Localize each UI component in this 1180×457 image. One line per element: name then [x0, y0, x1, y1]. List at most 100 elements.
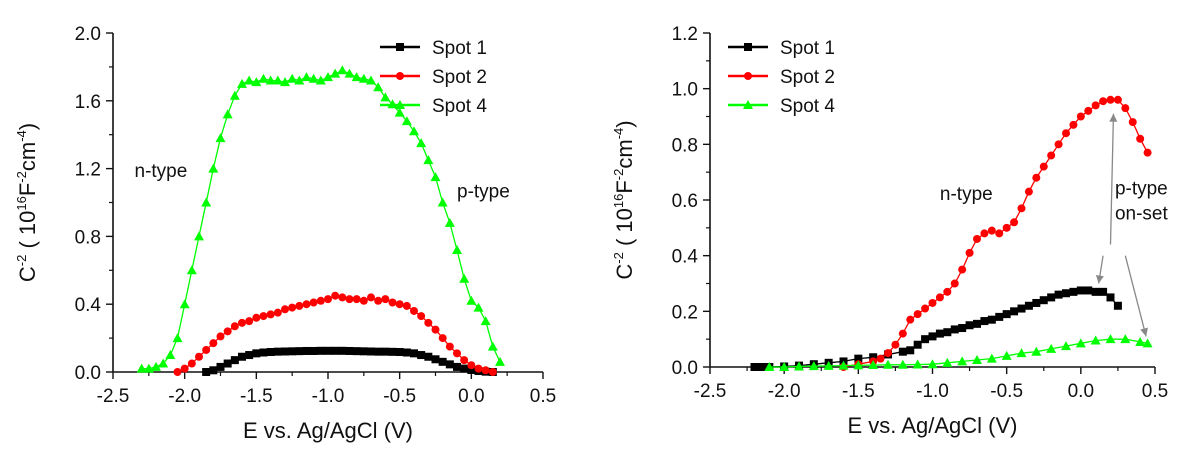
data-point — [424, 352, 433, 361]
data-point — [223, 359, 232, 368]
data-point — [388, 298, 397, 307]
data-point — [935, 293, 944, 302]
data-point — [883, 359, 893, 369]
data-point — [928, 332, 937, 341]
data-point — [367, 293, 375, 302]
data-point — [906, 346, 915, 355]
data-point — [252, 349, 261, 358]
y-axis-title-part: F — [612, 180, 637, 193]
y-axis-title-part: C — [612, 264, 637, 280]
data-point — [187, 359, 196, 368]
annotation: n-type — [135, 161, 188, 182]
data-point — [943, 287, 952, 296]
data-point — [272, 75, 283, 85]
data-point — [1106, 95, 1115, 104]
data-point — [324, 346, 332, 355]
data-point — [1113, 95, 1122, 104]
legend-marker — [744, 43, 752, 51]
legend-marker — [396, 43, 404, 51]
y-axis-title: C-2 ( 1016F-2cm-4) — [14, 123, 40, 282]
data-point — [1032, 298, 1041, 307]
data-point — [424, 318, 433, 327]
x-tick-label: 0.5 — [530, 386, 556, 407]
data-point — [380, 92, 391, 102]
data-point — [230, 322, 239, 331]
arrow-head — [1140, 327, 1148, 337]
data-point — [453, 349, 461, 358]
data-point — [995, 229, 1004, 238]
y-tick-label: 1.6 — [75, 92, 101, 113]
data-point — [935, 329, 944, 338]
data-point — [913, 340, 922, 349]
y-tick-label: 0.6 — [672, 191, 698, 212]
x-tick-label: 0.0 — [458, 386, 484, 407]
legend-item: Spot 4 — [380, 96, 487, 117]
data-point — [1084, 286, 1093, 295]
data-point — [1001, 350, 1012, 360]
x-tick-label: -2.5 — [97, 386, 130, 407]
data-point — [423, 155, 434, 165]
data-point — [1062, 129, 1070, 138]
data-point — [452, 244, 462, 254]
data-point — [309, 298, 318, 307]
data-point — [194, 231, 204, 241]
data-point — [980, 317, 989, 326]
data-point — [330, 68, 341, 78]
y-axis-title-superscript: -2 — [611, 252, 626, 264]
data-point — [223, 327, 232, 336]
data-point — [1024, 187, 1033, 196]
data-point — [869, 353, 878, 362]
y-tick-label: 0.0 — [672, 358, 698, 379]
data-point — [180, 364, 189, 373]
data-point — [1076, 112, 1085, 121]
data-point — [1090, 335, 1101, 345]
data-point — [245, 351, 254, 360]
y-axis-title-part: ) — [15, 123, 40, 130]
arrow-head — [1095, 274, 1104, 284]
data-point — [965, 321, 974, 330]
series-spot-1 — [750, 286, 1122, 371]
series-spot-2 — [173, 291, 497, 376]
data-point — [467, 365, 476, 374]
data-point — [287, 73, 298, 83]
y-axis-title-part: ( 10 — [612, 208, 637, 252]
y-axis-title-part: cm — [15, 142, 40, 171]
y-tick-label: 0.4 — [75, 295, 102, 316]
data-point — [480, 316, 491, 326]
arrow-head — [1109, 113, 1118, 122]
y-tick-label: 0.0 — [75, 363, 101, 384]
data-point — [238, 352, 246, 361]
data-point — [898, 347, 907, 356]
data-point — [345, 295, 354, 304]
y-tick-label: 2.0 — [75, 24, 101, 45]
y-axis-title-superscript: -2 — [611, 169, 626, 181]
data-point — [302, 300, 311, 309]
data-point — [209, 366, 218, 375]
data-point — [1032, 173, 1041, 182]
legend-item: Spot 1 — [380, 38, 487, 59]
data-point — [273, 308, 282, 317]
data-point — [179, 299, 190, 309]
legend-label: Spot 1 — [780, 38, 835, 59]
data-point — [258, 73, 269, 83]
data-point — [215, 133, 226, 143]
data-point — [331, 291, 340, 300]
data-point — [216, 332, 225, 341]
data-point — [1017, 304, 1026, 313]
data-point — [359, 296, 368, 305]
data-point — [402, 348, 411, 357]
legend: Spot 1 Spot 2 Spot 4 — [380, 38, 487, 117]
data-point — [1076, 286, 1085, 295]
data-point — [259, 348, 268, 357]
data-point — [906, 315, 915, 324]
y-axis-title-superscript: 16 — [611, 194, 626, 208]
data-point — [438, 334, 447, 343]
data-point — [1136, 134, 1145, 143]
data-point — [216, 362, 225, 371]
data-point — [980, 229, 989, 238]
legend-item: Spot 1 — [728, 38, 835, 59]
data-point — [1113, 301, 1122, 310]
data-point — [316, 346, 325, 355]
data-point — [750, 363, 759, 371]
data-point — [1031, 346, 1042, 356]
